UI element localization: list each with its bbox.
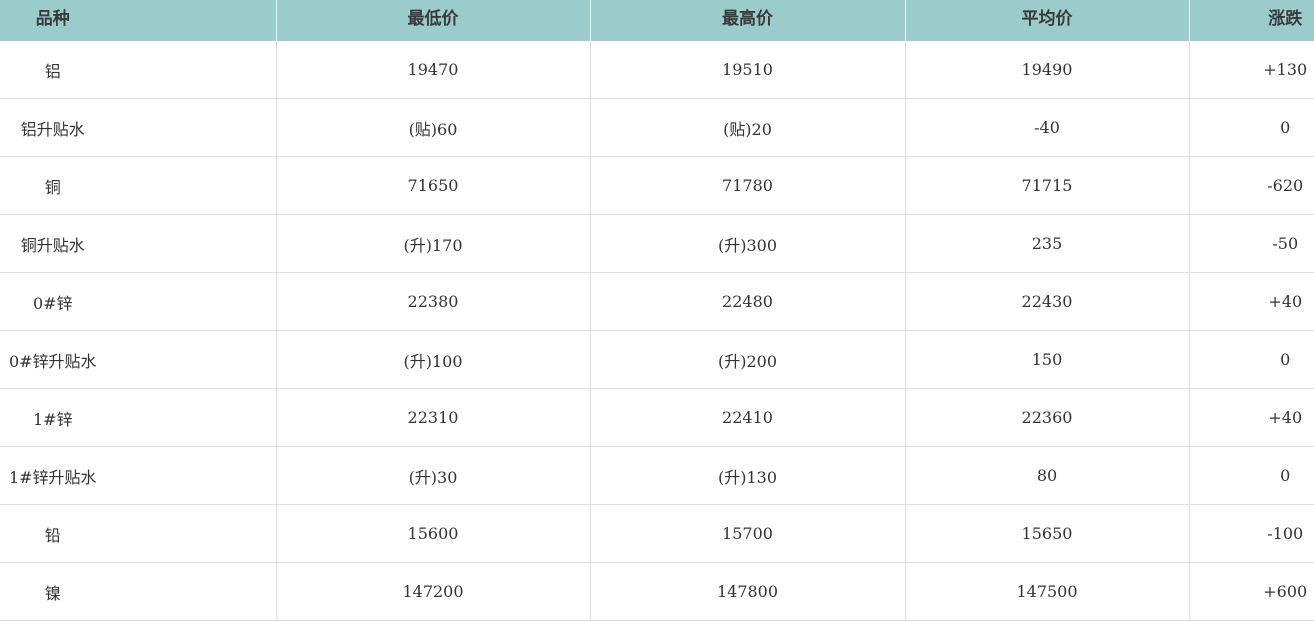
variety-cell: 镍 xyxy=(0,562,276,621)
low-price-cell: (升)100 xyxy=(275,330,590,389)
variety-cell: 铝 xyxy=(0,41,276,99)
table-row: 铝升贴水 (贴)60 (贴)20 -40 0 xyxy=(0,98,1314,157)
column-header: 涨跌 xyxy=(1188,0,1314,41)
change-cell: -100 xyxy=(1188,504,1314,563)
variety-cell: 铅 xyxy=(0,504,276,563)
change-cell: +130 xyxy=(1188,41,1314,99)
change-cell: 0 xyxy=(1188,446,1314,505)
variety-cell: 0#锌 xyxy=(0,272,276,331)
table-row: 镍 147200 147800 147500 +600 xyxy=(0,562,1314,621)
avg-price-cell: 22360 xyxy=(904,388,1189,447)
change-cell: +40 xyxy=(1188,272,1314,331)
column-header: 品种 xyxy=(0,0,276,41)
avg-price-cell: 15650 xyxy=(904,504,1189,563)
low-price-cell: 22380 xyxy=(275,272,590,331)
high-price-cell: 22480 xyxy=(589,272,905,331)
change-cell: -50 xyxy=(1188,214,1314,273)
variety-cell: 铝升贴水 xyxy=(0,98,276,157)
avg-price-cell: 150 xyxy=(904,330,1189,389)
variety-cell: 1#锌 xyxy=(0,388,276,447)
avg-price-cell: 71715 xyxy=(904,156,1189,215)
variety-cell: 铜 xyxy=(0,156,276,215)
avg-price-cell: 80 xyxy=(904,446,1189,505)
change-cell: +600 xyxy=(1188,562,1314,621)
low-price-cell: 147200 xyxy=(275,562,590,621)
table-row: 铜 71650 71780 71715 -620 xyxy=(0,156,1314,215)
low-price-cell: 19470 xyxy=(275,41,590,99)
low-price-cell: 71650 xyxy=(275,156,590,215)
low-price-cell: (升)30 xyxy=(275,446,590,505)
avg-price-cell: 235 xyxy=(904,214,1189,273)
table-row: 0#锌升贴水 (升)100 (升)200 150 0 xyxy=(0,330,1314,389)
column-header: 最低价 xyxy=(275,0,590,41)
table-row: 铜升贴水 (升)170 (升)300 235 -50 xyxy=(0,214,1314,273)
high-price-cell: (升)200 xyxy=(589,330,905,389)
avg-price-cell: 19490 xyxy=(904,41,1189,99)
variety-cell: 铜升贴水 xyxy=(0,214,276,273)
avg-price-cell: 147500 xyxy=(904,562,1189,621)
high-price-cell: (贴)20 xyxy=(589,98,905,157)
high-price-cell: (升)300 xyxy=(589,214,905,273)
table-row: 铅 15600 15700 15650 -100 xyxy=(0,504,1314,563)
table-row: 1#锌升贴水 (升)30 (升)130 80 0 xyxy=(0,446,1314,505)
variety-cell: 1#锌升贴水 xyxy=(0,446,276,505)
change-cell: -620 xyxy=(1188,156,1314,215)
high-price-cell: 22410 xyxy=(589,388,905,447)
table-body: 铝 19470 19510 19490 +130 铝升贴水 (贴)60 (贴)20 -40 0 铜 7… xyxy=(0,41,1314,621)
high-price-cell: 147800 xyxy=(589,562,905,621)
column-header: 最高价 xyxy=(589,0,905,41)
avg-price-cell: 22430 xyxy=(904,272,1189,331)
low-price-cell: 15600 xyxy=(275,504,590,563)
table-row: 铝 19470 19510 19490 +130 xyxy=(0,41,1314,99)
low-price-cell: (升)170 xyxy=(275,214,590,273)
low-price-cell: (贴)60 xyxy=(275,98,590,157)
high-price-cell: 71780 xyxy=(589,156,905,215)
header-row: 品种 最低价 最高价 平均价 涨跌 xyxy=(0,0,1314,41)
variety-cell: 0#锌升贴水 xyxy=(0,330,276,389)
high-price-cell: 15700 xyxy=(589,504,905,563)
high-price-cell: (升)130 xyxy=(589,446,905,505)
change-cell: 0 xyxy=(1188,98,1314,157)
high-price-cell: 19510 xyxy=(589,41,905,99)
change-cell: 0 xyxy=(1188,330,1314,389)
low-price-cell: 22310 xyxy=(275,388,590,447)
table-row: 0#锌 22380 22480 22430 +40 xyxy=(0,272,1314,331)
change-cell: +40 xyxy=(1188,388,1314,447)
avg-price-cell: -40 xyxy=(904,98,1189,157)
column-header: 平均价 xyxy=(904,0,1189,41)
table-row: 1#锌 22310 22410 22360 +40 xyxy=(0,388,1314,447)
